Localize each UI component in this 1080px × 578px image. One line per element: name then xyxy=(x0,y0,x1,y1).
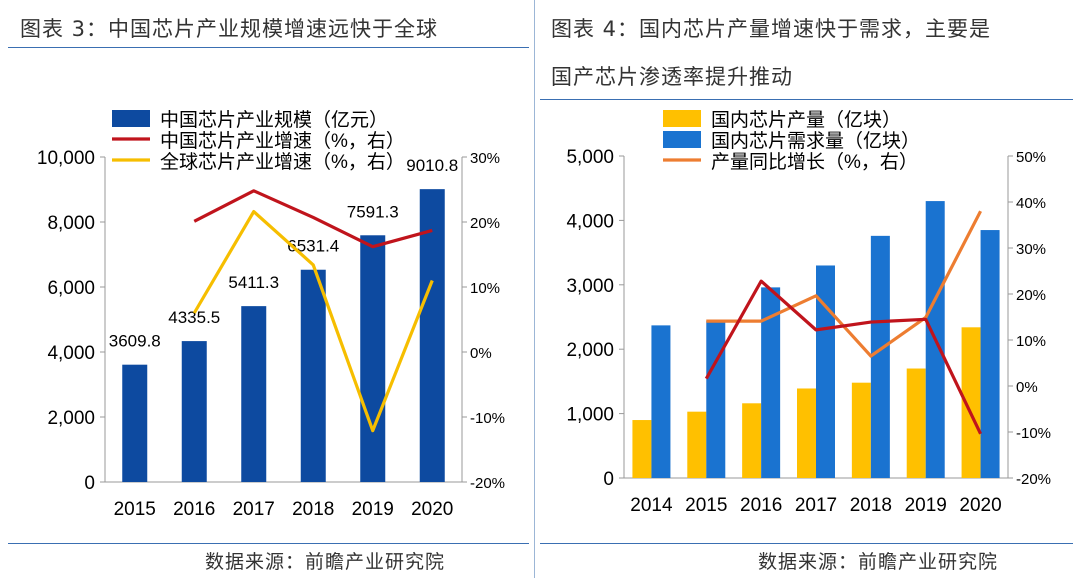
left-y-tick-label-left: 4,000 xyxy=(47,343,95,364)
left-y-tick-label-right: -10% xyxy=(470,410,505,427)
right-bar xyxy=(961,327,981,478)
left-x-tick-label: 2020 xyxy=(411,499,453,520)
right-x-tick-label: 2015 xyxy=(685,495,727,516)
right-bar xyxy=(870,235,890,478)
left-x-tick-label: 2019 xyxy=(352,499,394,520)
right-y-tick-label-left: 5,000 xyxy=(566,147,614,168)
right-bar xyxy=(761,287,781,478)
left-legend-label: 中国芯片产业增速（%，右） xyxy=(160,130,405,152)
left-x-tick-label: 2017 xyxy=(233,499,275,520)
left-y-tick-label-left: 10,000 xyxy=(37,148,95,169)
right-y-tick-label-right: 10% xyxy=(1016,333,1046,350)
left-bar-data-label: 7591.3 xyxy=(347,202,399,221)
right-bar xyxy=(687,411,707,478)
right-title-rule xyxy=(540,99,1073,100)
left-x-tick-label: 2018 xyxy=(292,499,334,520)
left-x-tick-label: 2016 xyxy=(173,499,215,520)
right-bar xyxy=(742,403,762,478)
left-y-tick-label-right: 20% xyxy=(470,215,500,232)
right-legend-label: 产量同比增长（%，右） xyxy=(711,151,918,173)
right-y-tick-label-left: 0 xyxy=(603,469,614,490)
right-source-note: 数据来源：前瞻产业研究院 xyxy=(758,551,999,573)
left-bar xyxy=(300,269,326,482)
right-bar xyxy=(632,420,652,478)
left-source-rule xyxy=(8,543,529,544)
right-legend-label: 国内芯片需求量（亿块） xyxy=(711,130,920,152)
right-y-tick-label-left: 3,000 xyxy=(566,276,614,297)
left-bar xyxy=(181,341,207,482)
left-y-tick-label-left: 8,000 xyxy=(47,213,95,234)
left-chart-title: 图表 3：中国芯片产业规模增速远快于全球 xyxy=(20,17,439,41)
left-bar-data-label: 6531.4 xyxy=(287,237,339,256)
right-y-tick-label-right: 0% xyxy=(1016,379,1038,396)
left-legend-label: 全球芯片产业增速（%，右） xyxy=(160,151,405,173)
right-x-tick-label: 2018 xyxy=(850,495,892,516)
left-legend-label: 中国芯片产业规模（亿元） xyxy=(160,109,388,131)
right-bar xyxy=(816,265,835,478)
right-legend-label: 国内芯片产量（亿块） xyxy=(711,109,901,131)
right-bar xyxy=(851,382,871,478)
right-x-tick-label: 2019 xyxy=(905,495,947,516)
left-x-tick-label: 2015 xyxy=(114,499,156,520)
right-y-tick-label-left: 4,000 xyxy=(566,211,614,232)
left-line-series xyxy=(193,189,433,249)
right-y-tick-label-right: 30% xyxy=(1016,241,1046,258)
left-y-tick-label-right: -20% xyxy=(470,475,505,492)
left-bar xyxy=(241,306,267,482)
right-x-tick-label: 2014 xyxy=(630,495,673,516)
left-y-tick-label-right: 10% xyxy=(470,280,500,297)
right-line-series xyxy=(704,279,983,435)
left-y-tick-label-right: 30% xyxy=(470,150,500,167)
right-y-tick-label-right: -10% xyxy=(1016,425,1051,442)
right-y-tick-label-right: -20% xyxy=(1016,471,1051,488)
right-legend-swatch xyxy=(663,110,701,127)
right-y-tick-label-left: 2,000 xyxy=(566,340,614,361)
right-chart-title-line1: 图表 4：国内芯片产量增速快于需求，主要是 xyxy=(551,17,992,41)
right-x-tick-label: 2016 xyxy=(740,495,782,516)
left-bar xyxy=(360,235,386,482)
left-line-series xyxy=(192,210,434,433)
left-bar-data-label: 3609.8 xyxy=(109,332,161,351)
left-y-tick-label-left: 6,000 xyxy=(47,278,95,299)
left-bar-data-label: 9010.8 xyxy=(406,156,458,175)
left-y-tick-label-right: 0% xyxy=(470,345,492,362)
right-legend-swatch xyxy=(663,131,701,148)
right-y-tick-label-right: 40% xyxy=(1016,195,1046,212)
right-bar xyxy=(980,230,1000,478)
left-source-note: 数据来源：前瞻产业研究院 xyxy=(205,551,446,573)
right-x-tick-label: 2017 xyxy=(795,495,837,516)
left-y-tick-label-left: 2,000 xyxy=(47,408,95,429)
left-bar-data-label: 5411.3 xyxy=(228,273,279,292)
right-bar xyxy=(651,325,671,478)
right-x-tick-label: 2020 xyxy=(959,495,1001,516)
right-y-tick-label-right: 20% xyxy=(1016,287,1046,304)
panel-divider xyxy=(534,0,535,578)
left-bar xyxy=(419,189,445,483)
left-title-rule xyxy=(8,47,529,48)
right-bar xyxy=(797,388,816,478)
right-bar xyxy=(906,368,926,478)
right-y-tick-label-left: 1,000 xyxy=(566,405,614,426)
left-bar-data-label: 4335.5 xyxy=(168,308,220,327)
right-chart-title-line2: 国产芯片渗透率提升推动 xyxy=(551,65,793,89)
left-y-tick-label-left: 0 xyxy=(84,473,95,494)
right-bar xyxy=(706,320,726,478)
left-legend-swatch xyxy=(112,110,150,127)
right-y-tick-label-right: 50% xyxy=(1016,149,1046,166)
right-source-rule xyxy=(540,543,1073,544)
left-bar xyxy=(122,364,148,482)
